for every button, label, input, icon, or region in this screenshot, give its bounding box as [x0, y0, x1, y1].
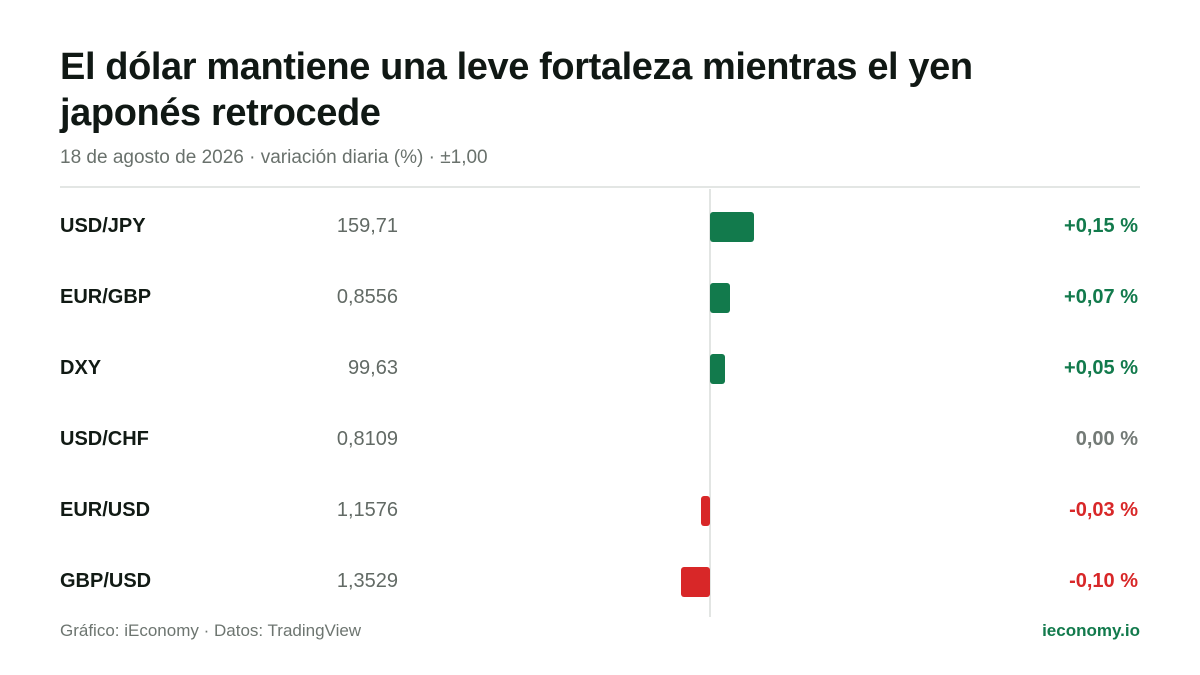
rate-value: 1,1576 — [336, 499, 398, 521]
change-label: +0,07 % — [1064, 286, 1138, 308]
rate-value: 159,71 — [336, 215, 398, 237]
table-row: EUR/GBP 0,8556 +0,07 % — [60, 262, 1140, 332]
source-credit: Gráfico: iEconomy · Datos: TradingView — [60, 621, 362, 640]
pair-label: USD/CHF — [60, 428, 149, 450]
zero-axis-line — [709, 189, 711, 617]
bar-dxy — [710, 354, 725, 384]
pair-label: DXY — [60, 357, 102, 379]
bar-eur-gbp — [710, 283, 731, 313]
change-label: +0,05 % — [1064, 357, 1138, 379]
rate-value: 99,63 — [347, 357, 398, 379]
table-row: USD/JPY 159,71 +0,15 % — [60, 191, 1140, 261]
rate-value: 0,8556 — [336, 286, 398, 308]
table-row: USD/CHF 0,8109 0,00 % — [60, 404, 1140, 474]
header-divider — [60, 186, 1140, 188]
pair-label: GBP/USD — [60, 570, 152, 592]
pair-label: USD/JPY — [60, 215, 146, 237]
bar-gbp-usd — [681, 567, 710, 597]
pair-label: EUR/USD — [60, 499, 151, 521]
table-row: EUR/USD 1,1576 -0,03 % — [60, 475, 1140, 545]
bar-usd-jpy — [710, 212, 754, 242]
bar-eur-usd — [701, 496, 710, 526]
change-label: +0,15 % — [1064, 215, 1138, 237]
rate-value: 0,8109 — [336, 428, 398, 450]
change-label: -0,03 % — [1069, 499, 1138, 521]
table-row: GBP/USD 1,3529 -0,10 % — [60, 546, 1140, 616]
chart-title: El dólar mantiene una leve fortaleza mie… — [60, 46, 973, 134]
rate-value: 1,3529 — [336, 570, 398, 592]
table-row: DXY 99,63 +0,05 % — [60, 333, 1140, 403]
brand-link[interactable]: ieconomy.io — [1042, 621, 1140, 640]
change-label: -0,10 % — [1069, 570, 1138, 592]
change-label: 0,00 % — [1075, 428, 1138, 450]
chart-subtitle: 18 de agosto de 2026 · variación diaria … — [60, 147, 488, 168]
pair-label: EUR/GBP — [60, 286, 152, 308]
